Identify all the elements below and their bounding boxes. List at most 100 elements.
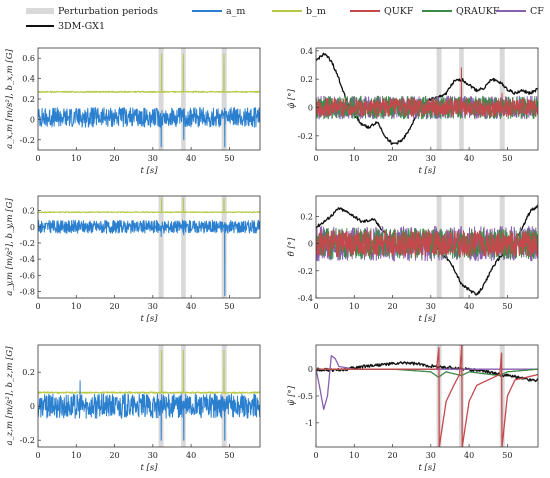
series-line-ax-bm [38,53,260,93]
y-tick-label-roll-0: -0.2 [298,132,313,141]
perturbation-band-ay-1 [181,196,186,298]
x-tick-label-pitch-4: 40 [464,302,474,311]
x-tick-label-pitch-3: 30 [426,302,436,311]
x-tick-label-yaw-4: 40 [464,451,474,460]
series-line-roll-qukf [316,67,538,118]
x-tick-label-ay-4: 40 [186,302,196,311]
series-group-yaw [316,345,538,447]
legend-label-am: a_m [226,6,245,17]
x-tick-label-ay-0: 0 [35,302,40,311]
x-tick-label-yaw-2: 20 [387,451,397,460]
x-axis-label-ay: t [s] [140,314,158,324]
legend-label-cf: CF [530,6,544,17]
panel-ay: 0 10 20 30 40 50 -0.8 -0.6 -0.4 -0.2 0 0.2 t [s] a_y,… [5,195,261,324]
plot-frame-roll [315,47,539,151]
y-tick-label-az-2: 0.2 [22,368,35,377]
x-tick-label-yaw-0: 0 [313,451,318,460]
y-tick-label-ay-1: -0.6 [20,271,35,280]
x-tick-label-ax-1: 10 [71,154,81,163]
x-tick-label-ax-3: 30 [148,154,158,163]
legend-label-3dm: 3DM-GX1 [58,21,105,32]
series-group-ax [38,53,260,148]
y-tick-label-ax-3: 0.4 [22,75,35,84]
legend-label-qraukf: QRAUKF [456,6,500,17]
x-tick-label-roll-1: 10 [349,154,359,163]
x-tick-label-yaw-3: 30 [426,451,436,460]
x-tick-label-ax-2: 20 [109,154,119,163]
x-tick-label-az-5: 50 [224,451,234,460]
perturbation-band-az-2 [221,345,227,447]
perturbation-band-ax-0 [158,48,164,150]
y-tick-label-roll-3: 0.4 [300,47,313,56]
x-axis-label-ax: t [s] [140,166,158,176]
x-tick-label-roll-5: 50 [502,154,512,163]
y-tick-label-az-1: 0 [30,402,35,411]
series-line-az-am [38,380,260,441]
x-tick-label-ay-1: 10 [71,302,81,311]
y-tick-label-yaw-2: 0 [308,365,313,374]
legend-label-perturbation: Perturbation periods [58,6,158,17]
plot-frame-az [37,344,261,448]
x-tick-label-az-4: 40 [186,451,196,460]
y-tick-label-pitch-1: -0.2 [298,267,313,276]
x-axis-label-roll: t [s] [418,166,436,176]
perturbation-band-ax-1 [181,48,186,150]
x-tick-label-yaw-1: 10 [349,451,359,460]
x-tick-label-az-2: 20 [109,451,119,460]
y-tick-label-pitch-3: 0.2 [300,212,313,221]
y-tick-label-ay-0: -0.8 [20,288,35,297]
y-tick-label-roll-1: 0 [308,104,313,113]
x-tick-label-pitch-1: 10 [349,302,359,311]
series-group-az [38,349,260,441]
y-tick-label-az-0: -0.2 [20,436,35,445]
x-tick-label-roll-3: 30 [426,154,436,163]
series-line-az-bm [38,349,260,394]
x-tick-label-yaw-5: 50 [502,451,512,460]
legend-band-swatch [26,8,54,14]
x-tick-label-az-0: 0 [35,451,40,460]
legend: Perturbation periods a_m b_m QUKF QRAUKF… [26,6,544,32]
y-tick-label-pitch-2: 0 [308,240,313,249]
y-tick-label-yaw-0: -1 [305,419,313,428]
panel-az: 0 10 20 30 40 50-0.200.2t [s]a_z,m [m/s²], b_… [5,344,261,473]
y-tick-label-roll-2: 0.2 [300,75,313,84]
y-axis-label-ax: a_x,m [m/s²], b_x,m [G] [5,48,15,148]
series-group-pitch [316,204,538,296]
x-tick-label-roll-4: 40 [464,154,474,163]
y-tick-label-ax-1: 0 [30,115,35,124]
series-group-ay [38,197,260,297]
perturbation-band-az-0 [158,345,164,447]
series-line-ay-am [38,219,260,297]
y-axis-label-pitch: θ̂ [°] [286,237,297,256]
y-tick-label-ax-2: 0.2 [22,95,35,104]
x-tick-label-az-1: 10 [71,451,81,460]
y-axis-label-roll: φ̂ [°] [286,89,297,109]
x-tick-label-ax-4: 40 [186,154,196,163]
x-tick-label-az-3: 30 [148,451,158,460]
plot-frame-pitch [315,195,539,299]
x-tick-label-roll-0: 0 [313,154,318,163]
panel-ax: 0 10 20 30 40 50-0.200.20.40.6t [s]a_x,m [m/s… [5,47,261,176]
x-axis-label-pitch: t [s] [418,314,436,324]
y-axis-label-az: a_z,m [m/s²], b_z,m [G] [5,346,15,446]
x-axis-label-yaw: t [s] [418,463,436,473]
y-axis-label-ay: a_y,m [m/s²], b_y,m [G] [5,198,15,296]
x-tick-label-pitch-2: 20 [387,302,397,311]
y-tick-label-ay-4: 0 [30,223,35,232]
x-tick-label-pitch-0: 0 [313,302,318,311]
y-axis-label-yaw: ψ̂ [°] [286,385,297,406]
panel-pitch: 0 10 20 30 40 50 -0.4 -0.2 0 0.2 t [s] θ̂ [°] [286,195,539,324]
x-tick-label-ay-5: 50 [224,302,234,311]
plot-frame-ay [37,195,261,299]
legend-label-bm: b_m [306,6,326,17]
series-line-ay-bm [38,197,260,214]
perturbation-band-ay-0 [158,196,164,298]
series-line-yaw-3dmgx1 [316,361,538,383]
x-tick-label-ay-3: 30 [148,302,158,311]
series-line-ax-am [38,107,260,148]
y-tick-label-pitch-0: -0.4 [298,294,313,303]
x-tick-label-ax-0: 0 [35,154,40,163]
series-line-yaw-qukf [316,345,538,447]
y-tick-label-ax-4: 0.6 [22,54,35,63]
